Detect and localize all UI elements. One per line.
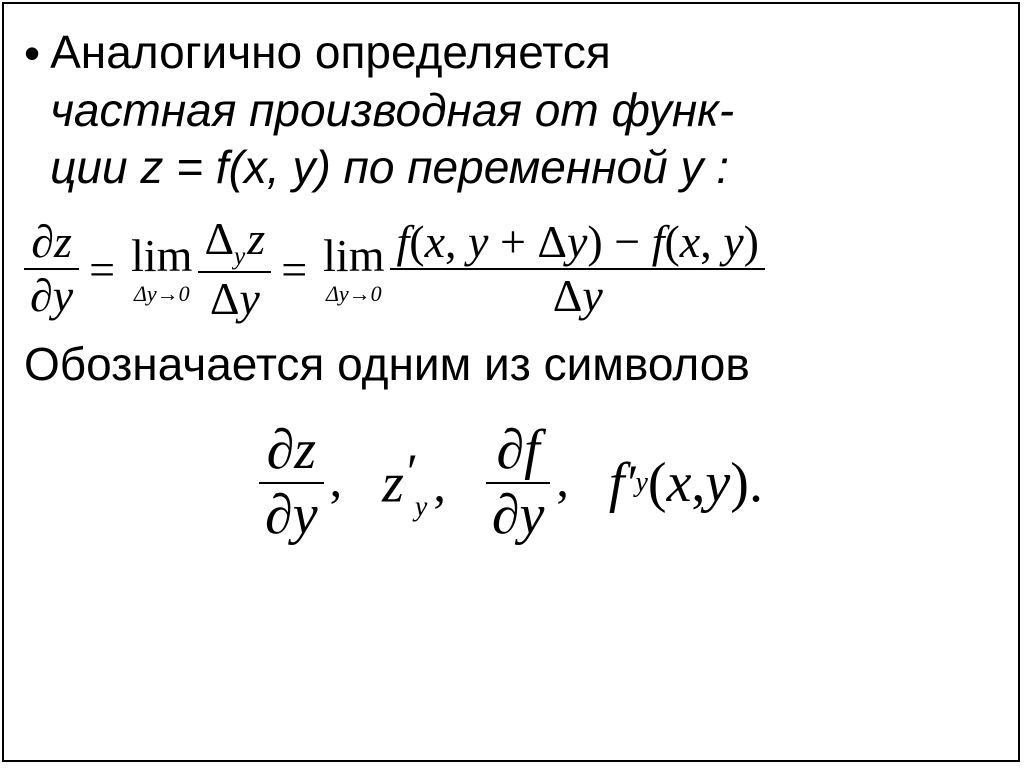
sep: , [267,141,293,193]
lim-2: lim Δy→0 [323,233,384,305]
frac-difference-quotient: f(x, y + Δy) − f(x, y) Δy [390,218,764,321]
notation-symbols: ∂z ∂y , z′y, ∂f ∂y , f′y(x, y). [24,421,998,545]
y: y [292,141,315,193]
line-2b: ции z = f [50,141,228,193]
symbol-z-prime-y: z′y, [382,443,446,524]
line-2a: частная производная от функ- [50,84,734,136]
definition-text: Аналогично определяется частная производ… [50,24,734,197]
lim-1: lim Δy→0 [131,233,192,305]
symbol-f-prime-y-xy: f′y(x, y). [609,451,763,515]
frac-delta-z-delta-y: Δyz Δy [198,215,271,324]
bullet-paragraph: • Аналогично определяется частная произв… [24,24,998,197]
rest: ) по переменной y : [315,141,729,193]
bullet-dot: • [24,26,40,81]
notation-text: Обозначается одним из символов [24,336,998,394]
line-1: Аналогично определяется [50,26,611,78]
symbol-dz-dy: ∂z ∂y , [259,421,342,545]
lp: ( [229,141,244,193]
frac-dz-dy: ∂z ∂y [24,218,79,321]
symbol-df-dy: ∂f ∂y , [486,421,569,545]
x: x [244,141,267,193]
equals-1: = [89,243,115,296]
limit-formula: ∂z ∂y = lim Δy→0 Δyz Δy = lim [24,215,998,324]
page-frame: • Аналогично определяется частная произв… [2,2,1020,762]
equals-2: = [281,243,307,296]
